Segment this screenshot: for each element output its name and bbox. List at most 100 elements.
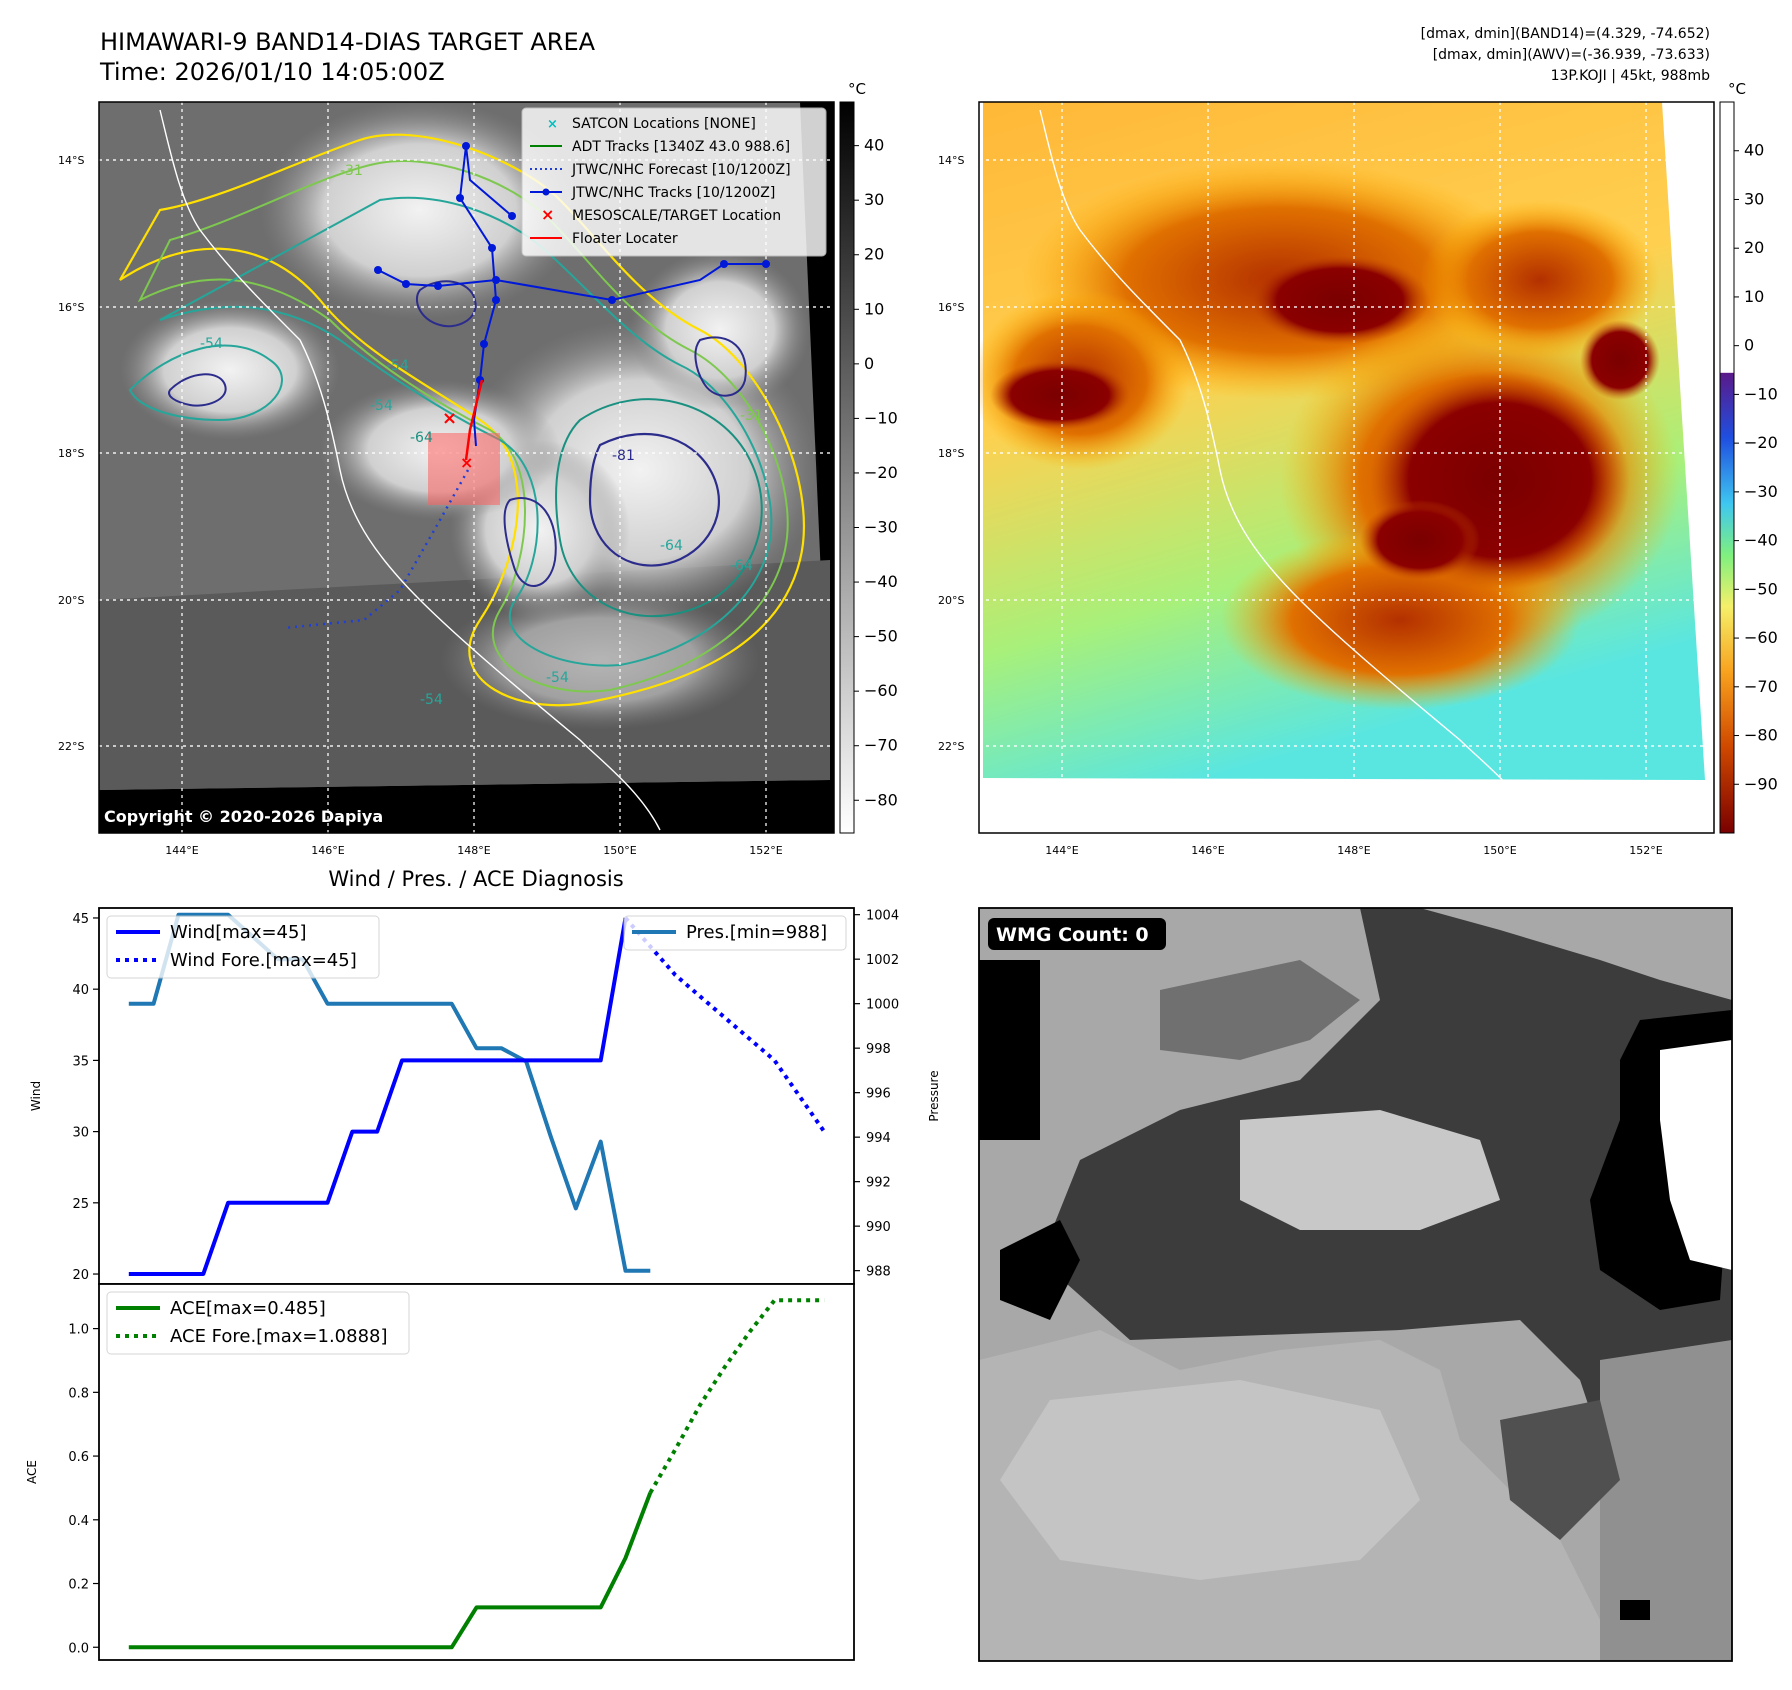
svg-text:×: ×: [442, 408, 457, 429]
colorbar-tick-label: −90: [1744, 774, 1778, 793]
colorbar-tick-label: 40: [864, 136, 884, 155]
colorbar-tick-label: 40: [1744, 141, 1764, 160]
info-line1: [dmax, dmin](BAND14)=(4.329, -74.652): [1421, 26, 1710, 42]
colorbar-tick-label: −10: [1744, 384, 1778, 403]
y-tick-label: 990: [866, 1220, 891, 1235]
contour-label: -64: [410, 430, 433, 446]
wmg-image: [979, 908, 1732, 1661]
y-tick-label: 0.0: [68, 1641, 89, 1656]
storm-info: 13P.KOJI | 45kt, 988mb: [1551, 68, 1711, 84]
satcon-legend-icon: ×: [547, 117, 558, 132]
map-title-line2: Time: 2026/01/10 14:05:00Z: [99, 58, 445, 86]
colorbar-tick-label: 30: [864, 190, 884, 209]
map-legend: × SATCON Locations [NONE] ADT Tracks [13…: [521, 107, 827, 257]
colorbar-tick-label: −20: [864, 463, 898, 482]
contour-label: -54: [200, 336, 223, 352]
colorbar-tick-label: −10: [864, 408, 898, 427]
wind-forecast-series-line: [623, 916, 826, 1133]
colorbar-tick-label: −40: [1744, 531, 1778, 550]
colorbar-tick-label: −70: [1744, 677, 1778, 696]
y-tick-label: 35: [72, 1054, 89, 1069]
lat-label: 16°S: [938, 301, 964, 314]
lon-label: 144°E: [1045, 844, 1078, 857]
y-tick-label: 992: [866, 1176, 891, 1191]
y-tick-label: 20: [72, 1268, 89, 1283]
colorbar-tick-label: 30: [1744, 189, 1764, 208]
awv-colorbar: °C 40 30 20 10 0 −10 −20 −30 −40 −50 −60 −70 −80 −90: [1719, 80, 1778, 834]
wmg-count: WMG Count: 0: [996, 924, 1149, 946]
contour-label: -81: [612, 448, 635, 464]
y-tick-label: 996: [866, 1087, 891, 1102]
y-tick-label: 1002: [866, 953, 899, 968]
awv-lat-labels: 14°S 16°S 18°S 20°S 22°S: [938, 154, 964, 753]
contour-label: -64: [660, 538, 683, 554]
lon-label: 150°E: [1483, 844, 1516, 857]
colorbar-tick-label: 20: [864, 245, 884, 264]
contour-label: -64: [730, 558, 753, 574]
ace-ylabel: ACE: [25, 1460, 39, 1484]
contour-label: -31: [340, 163, 363, 179]
awv-frame: [978, 101, 1715, 834]
colorbar-tick-label: 0: [1744, 336, 1754, 355]
colorbar-tick-label: −80: [864, 790, 898, 809]
lat-label: 14°S: [938, 154, 964, 167]
colorbar-tick-label: −60: [864, 681, 898, 700]
colorbar-tick-label: 20: [1744, 238, 1764, 257]
map-lon-labels: 144°E 146°E 148°E 150°E 152°E: [165, 844, 782, 857]
info-line2: [dmax, dmin](AWV)=(-36.939, -73.633): [1433, 47, 1710, 63]
wind-legend: Wind[max=45] Wind Fore.[max=45]: [106, 915, 380, 979]
map-title-line1: HIMAWARI-9 BAND14-DIAS TARGET AREA: [100, 28, 596, 56]
map-lat-labels: 14°S 16°S 18°S 20°S 22°S: [58, 154, 84, 753]
wind-series-line: [128, 917, 628, 1276]
map-frame: [98, 101, 835, 834]
pressure-ylabel: Pressure: [927, 1070, 941, 1121]
copyright-text: Copyright © 2020-2026 Dapiya: [104, 807, 383, 826]
pressure-legend-label: Pres.[min=988]: [686, 922, 827, 943]
y-tick-label: 40: [72, 983, 89, 998]
colorbar-tick-label: −20: [1744, 433, 1778, 452]
y-tick-label: 45: [72, 912, 89, 927]
legend-label: JTWC/NHC Forecast [10/1200Z]: [571, 162, 791, 178]
y-tick-label: 30: [72, 1126, 89, 1141]
colorbar-tick-label: −60: [1744, 628, 1778, 647]
awv-lon-labels: 144°E 146°E 148°E 150°E 152°E: [1045, 844, 1662, 857]
colorbar-tick-label: −40: [864, 572, 898, 591]
wmg-badge: [988, 918, 1166, 950]
lon-label: 148°E: [1337, 844, 1370, 857]
y-tick-label: 0.6: [68, 1450, 89, 1465]
legend-label: MESOSCALE/TARGET Location: [572, 208, 781, 224]
lon-label: 146°E: [311, 844, 344, 857]
band14-colorbar: °C 40 30 20 10 0 −10 −20 −30 −40 −50 −60 −70 −80: [839, 80, 898, 834]
wmg-frame: [978, 907, 1733, 1662]
lon-label: 150°E: [603, 844, 636, 857]
y-tick-label: 0.8: [68, 1386, 89, 1401]
colorbar-unit: °C: [848, 80, 866, 98]
lat-label: 22°S: [938, 740, 964, 753]
lat-label: 22°S: [58, 740, 84, 753]
lat-label: 20°S: [58, 594, 84, 607]
y-tick-label: 25: [72, 1197, 89, 1212]
y-tick-label: 1000: [866, 998, 899, 1013]
y-tick-label: 1.0: [68, 1323, 89, 1338]
colorbar-tick-label: −30: [864, 518, 898, 537]
lat-label: 14°S: [58, 154, 84, 167]
target-legend-icon: ×: [541, 205, 554, 224]
y-tick-label: 988: [866, 1265, 891, 1280]
ace-legend-label: ACE[max=0.485]: [170, 1298, 326, 1319]
colorbar-tick-label: −80: [1744, 726, 1778, 745]
diagnosis-chart-panel: Wind / Pres. / ACE Diagnosis Wind Pressu…: [25, 867, 941, 1661]
legend-label: SATCON Locations [NONE]: [572, 116, 756, 132]
band14-map-panel: HIMAWARI-9 BAND14-DIAS TARGET AREA Time:…: [58, 28, 898, 857]
lon-label: 144°E: [165, 844, 198, 857]
y-tick-label: 998: [866, 1042, 891, 1057]
colorbar-tick-label: 10: [864, 299, 884, 318]
colorbar-tick-label: 10: [1744, 287, 1764, 306]
lon-label: 152°E: [1629, 844, 1662, 857]
y-tick-label: 0.4: [68, 1514, 89, 1529]
contour-label: -54: [370, 398, 393, 414]
colorbar-tick-label: −50: [864, 627, 898, 646]
wind-legend-label: Wind[max=45]: [170, 922, 307, 943]
lat-label: 20°S: [938, 594, 964, 607]
legend-label: Floater Locater: [572, 231, 678, 247]
